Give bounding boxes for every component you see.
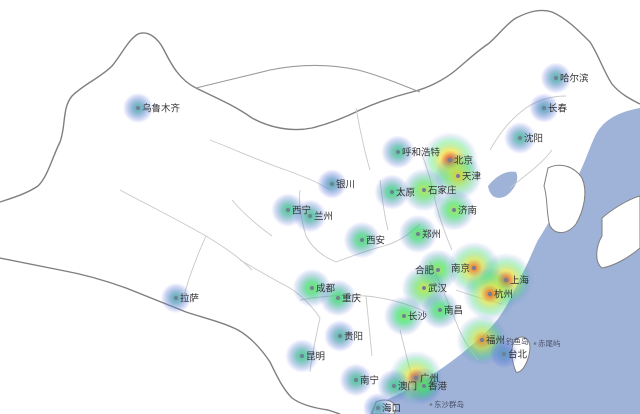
city-dot[interactable] bbox=[472, 266, 476, 270]
city-label: 乌鲁木齐 bbox=[142, 103, 181, 115]
city-dot[interactable] bbox=[542, 106, 546, 110]
island-dot bbox=[502, 340, 505, 343]
city-dot[interactable] bbox=[174, 296, 178, 300]
city-marker[interactable]: 呼和浩特 bbox=[396, 147, 441, 159]
city-label: 长沙 bbox=[408, 311, 428, 323]
city-dot[interactable] bbox=[330, 182, 334, 186]
city-label: 贵阳 bbox=[344, 331, 363, 343]
city-dot[interactable] bbox=[336, 296, 340, 300]
city-label: 济南 bbox=[458, 205, 477, 217]
city-label: 西宁 bbox=[292, 205, 311, 217]
city-dot[interactable] bbox=[360, 238, 364, 242]
city-label: 南昌 bbox=[444, 305, 463, 317]
city-dot[interactable] bbox=[300, 354, 304, 358]
city-label: 武汉 bbox=[428, 283, 448, 295]
heatmap-layer bbox=[123, 62, 572, 414]
city-dot[interactable] bbox=[390, 190, 394, 194]
island-dot bbox=[430, 403, 433, 406]
city-dot[interactable] bbox=[310, 286, 314, 290]
city-label: 西安 bbox=[366, 235, 385, 247]
city-dot[interactable] bbox=[518, 136, 522, 140]
city-dot[interactable] bbox=[402, 314, 406, 318]
city-label: 呼和浩特 bbox=[402, 147, 441, 159]
city-dot[interactable] bbox=[286, 208, 290, 212]
city-dot[interactable] bbox=[448, 158, 452, 162]
island-dot bbox=[534, 342, 537, 345]
island-label: 钓鱼岛 bbox=[506, 336, 529, 346]
city-label: 上海 bbox=[510, 275, 530, 287]
city-label: 哈尔滨 bbox=[560, 73, 589, 85]
city-label: 成都 bbox=[316, 283, 336, 295]
city-label: 郑州 bbox=[422, 229, 441, 241]
sea-bohai bbox=[488, 172, 517, 198]
city-dot[interactable] bbox=[422, 384, 426, 388]
city-dot[interactable] bbox=[422, 286, 426, 290]
city-marker[interactable]: 哈尔滨 bbox=[554, 73, 589, 85]
mongolia-border bbox=[196, 66, 420, 93]
city-label: 兰州 bbox=[314, 211, 333, 223]
city-dot[interactable] bbox=[488, 292, 492, 296]
city-dot[interactable] bbox=[554, 76, 558, 80]
city-dot[interactable] bbox=[436, 268, 440, 272]
city-label: 昆明 bbox=[306, 352, 325, 363]
city-label: 沈阳 bbox=[524, 133, 543, 145]
city-dot[interactable] bbox=[396, 150, 400, 154]
city-dot[interactable] bbox=[438, 308, 442, 312]
city-label: 重庆 bbox=[342, 293, 362, 305]
island-label: 东沙群岛 bbox=[434, 399, 464, 409]
city-dot[interactable] bbox=[504, 278, 508, 282]
city-label: 海口 bbox=[382, 403, 401, 414]
city-label: 长春 bbox=[548, 103, 568, 115]
city-label: 太原 bbox=[396, 187, 415, 199]
city-label: 天津 bbox=[462, 172, 482, 183]
city-dot[interactable] bbox=[414, 376, 418, 380]
city-dot[interactable] bbox=[480, 338, 484, 342]
city-label: 石家庄 bbox=[428, 185, 457, 197]
city-label: 拉萨 bbox=[180, 293, 200, 305]
island-label: 赤尾屿 bbox=[538, 339, 561, 348]
city-dot[interactable] bbox=[502, 352, 506, 356]
china-border-south bbox=[0, 258, 340, 414]
city-dot[interactable] bbox=[338, 334, 342, 338]
city-dot[interactable] bbox=[136, 106, 140, 110]
city-dot[interactable] bbox=[422, 188, 426, 192]
city-dot[interactable] bbox=[308, 214, 312, 218]
city-dot[interactable] bbox=[354, 378, 358, 382]
city-dot[interactable] bbox=[392, 384, 396, 388]
city-label: 南宁 bbox=[360, 375, 379, 387]
city-label: 南京 bbox=[451, 263, 470, 275]
city-dot[interactable] bbox=[376, 406, 380, 410]
city-dot[interactable] bbox=[416, 232, 420, 236]
city-marker[interactable]: 石家庄 bbox=[422, 185, 457, 197]
city-marker[interactable]: 乌鲁木齐 bbox=[136, 103, 181, 115]
city-label: 银川 bbox=[336, 179, 355, 191]
city-label: 北京 bbox=[454, 155, 473, 167]
city-label: 香港 bbox=[428, 381, 448, 393]
city-label: 台北 bbox=[508, 349, 528, 361]
city-label: 合肥 bbox=[415, 265, 435, 277]
city-dot[interactable] bbox=[456, 174, 460, 178]
city-label: 澳门 bbox=[398, 381, 417, 393]
city-dot[interactable] bbox=[452, 208, 456, 212]
city-label: 杭州 bbox=[494, 289, 513, 301]
